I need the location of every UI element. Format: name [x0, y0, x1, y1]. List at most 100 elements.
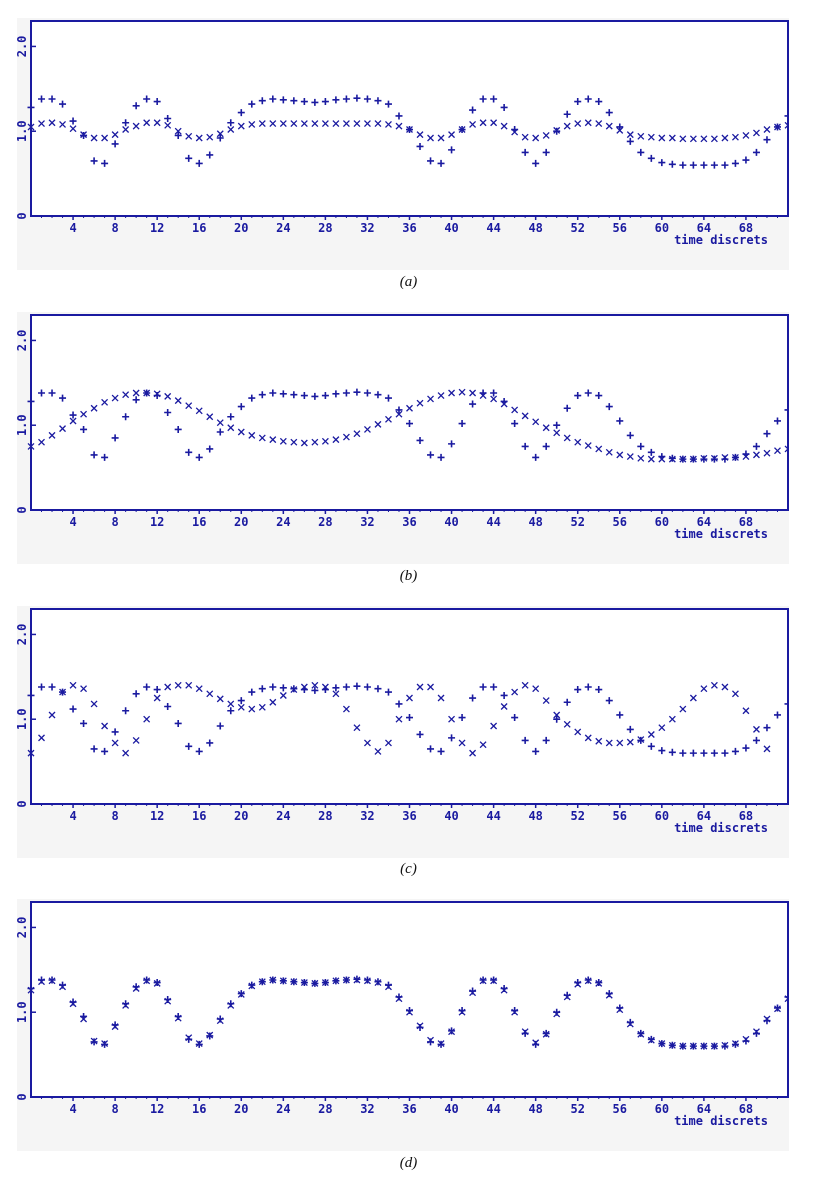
plus-point — [458, 420, 466, 428]
cross-point — [185, 402, 193, 410]
cross-point — [311, 438, 319, 446]
plot-area — [30, 20, 789, 217]
cross-point — [363, 120, 371, 128]
plus-point — [500, 103, 508, 111]
y-tick-label: 2.0 — [17, 36, 29, 58]
cross-point — [374, 120, 382, 128]
plot-area — [30, 608, 789, 805]
plus-point — [532, 159, 540, 167]
cross-point — [69, 125, 77, 133]
cross-point — [122, 749, 130, 757]
plus-point — [448, 146, 456, 154]
plus-point — [721, 749, 729, 757]
plus-point — [164, 409, 172, 416]
cross-point — [437, 1040, 445, 1048]
x-tick-label: 48 — [528, 221, 542, 235]
cross-point — [511, 688, 519, 696]
y-tick-label: 1.0 — [17, 120, 29, 142]
plus-point — [69, 411, 77, 419]
x-axis-label: time discrets — [674, 821, 768, 835]
cross-point — [647, 133, 655, 141]
cross-point — [227, 126, 235, 133]
plus-point — [27, 397, 35, 405]
x-tick-label: 24 — [276, 1102, 290, 1116]
cross-point — [195, 1040, 203, 1048]
plus-point — [258, 97, 266, 105]
plus-point — [521, 148, 529, 156]
plus-point — [363, 683, 371, 691]
plus-point — [101, 747, 109, 755]
plus-point — [574, 392, 582, 400]
cross-point — [490, 722, 498, 730]
cross-point — [574, 980, 582, 988]
plus-point — [258, 391, 266, 399]
cross-point — [658, 455, 666, 463]
plus-point — [511, 420, 519, 428]
plus-point — [300, 98, 308, 106]
x-tick-label: 52 — [570, 515, 584, 529]
plus-point — [448, 734, 456, 742]
cross-point — [69, 681, 77, 689]
cross-point — [479, 392, 487, 400]
cross-point — [511, 128, 519, 136]
cross-point — [731, 453, 739, 461]
cross-point — [469, 989, 477, 997]
plus-point — [406, 714, 413, 722]
x-tick-label: 8 — [111, 515, 118, 529]
plus-point — [237, 403, 245, 411]
plus-point — [626, 725, 634, 733]
plus-point — [437, 747, 445, 755]
plus-point — [353, 94, 361, 102]
x-tick-label: 60 — [655, 1102, 669, 1116]
cross-point — [626, 453, 634, 461]
plus-point — [321, 98, 329, 106]
x-tick-label: 24 — [276, 809, 290, 823]
cross-point — [416, 131, 424, 139]
plus-point — [90, 157, 98, 165]
x-tick-label: 40 — [444, 515, 458, 529]
cross-point — [237, 428, 245, 436]
x-tick-label: 24 — [276, 515, 290, 529]
cross-point — [605, 448, 613, 456]
plus-point — [332, 390, 340, 398]
cross-point — [647, 731, 655, 738]
x-tick-label: 36 — [402, 1102, 416, 1116]
cross-point — [595, 737, 603, 745]
plus-point — [237, 697, 245, 705]
cross-point — [584, 442, 592, 450]
plus-point — [490, 683, 498, 691]
cross-point — [216, 419, 224, 427]
y-tick-label: 0 — [17, 506, 29, 513]
plus-point — [332, 684, 340, 692]
x-tick-label: 32 — [360, 1102, 374, 1116]
cross-point — [279, 120, 287, 128]
cross-point — [532, 1039, 540, 1047]
x-tick-label: 8 — [111, 1102, 118, 1116]
plus-point — [48, 95, 56, 103]
cross-point — [153, 979, 161, 987]
cross-point — [742, 453, 750, 461]
x-tick-label: 4 — [69, 1102, 76, 1116]
x-tick-label: 44 — [486, 809, 500, 823]
plus-point — [584, 389, 592, 397]
plus-point — [752, 148, 760, 156]
cross-point — [574, 728, 582, 736]
plus-point — [342, 95, 350, 103]
cross-point — [700, 454, 708, 462]
cross-point — [111, 1023, 119, 1031]
chart-panel-c: 4812162024283236404448525660646801.02.0t… — [17, 606, 789, 858]
x-tick-label: 32 — [360, 221, 374, 235]
cross-point — [458, 126, 466, 133]
plus-point — [27, 103, 35, 111]
cross-point — [784, 445, 789, 453]
x-tick-label: 40 — [444, 1102, 458, 1116]
x-tick-label: 8 — [111, 221, 118, 235]
cross-point — [616, 1006, 624, 1014]
plus-point — [626, 137, 634, 145]
cross-point — [658, 724, 666, 732]
plus-point — [174, 719, 182, 727]
cross-point — [80, 685, 88, 693]
plus-point — [174, 425, 182, 433]
plus-point — [553, 421, 561, 429]
plus-point — [290, 97, 298, 105]
